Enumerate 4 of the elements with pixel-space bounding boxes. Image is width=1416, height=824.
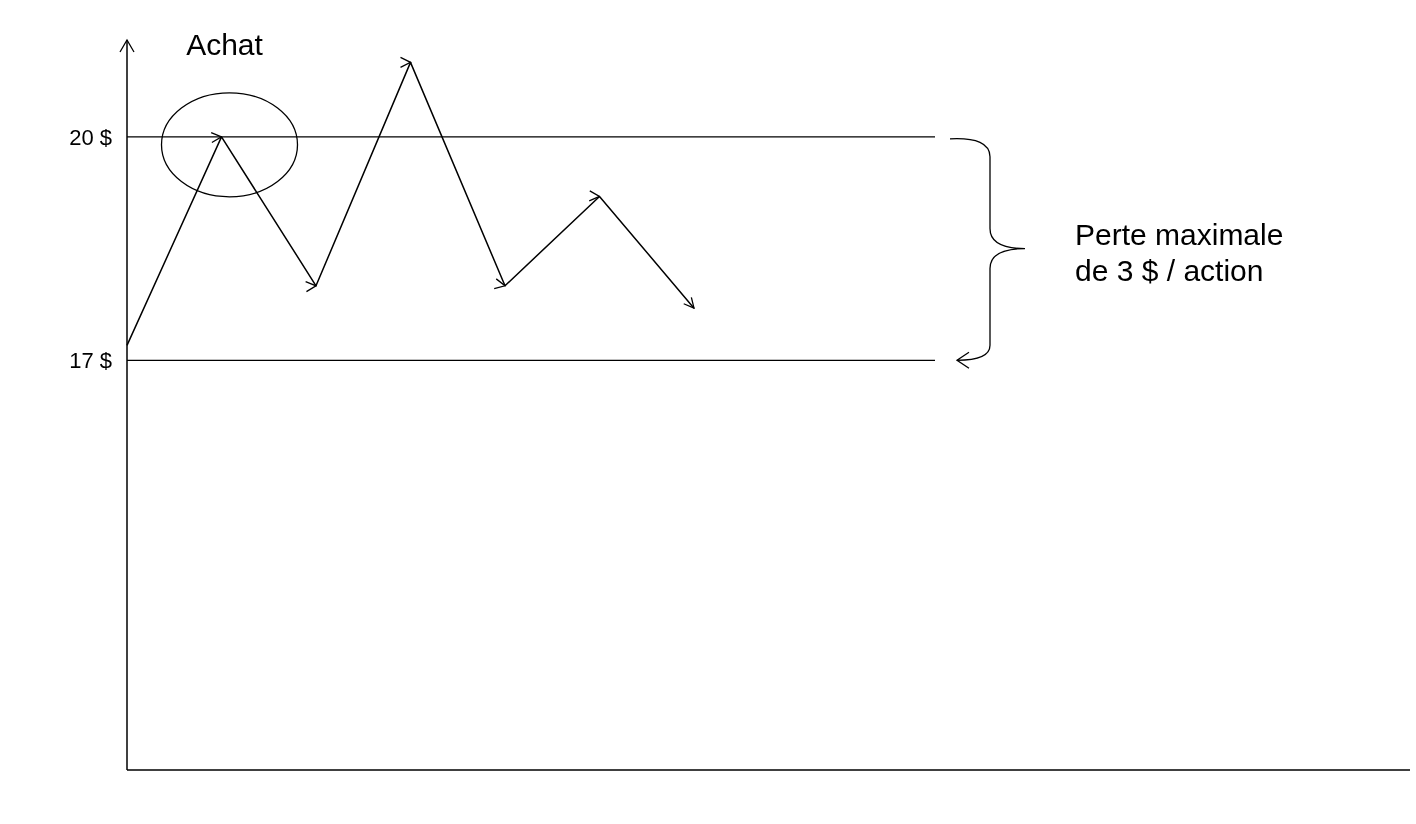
annotation: Achat <box>186 27 264 61</box>
y-tick-label: 17 $ <box>69 348 112 374</box>
text: Perte maximale de 3 $ / action <box>1075 217 1284 287</box>
y-tick-label: 20 $ <box>69 124 112 150</box>
